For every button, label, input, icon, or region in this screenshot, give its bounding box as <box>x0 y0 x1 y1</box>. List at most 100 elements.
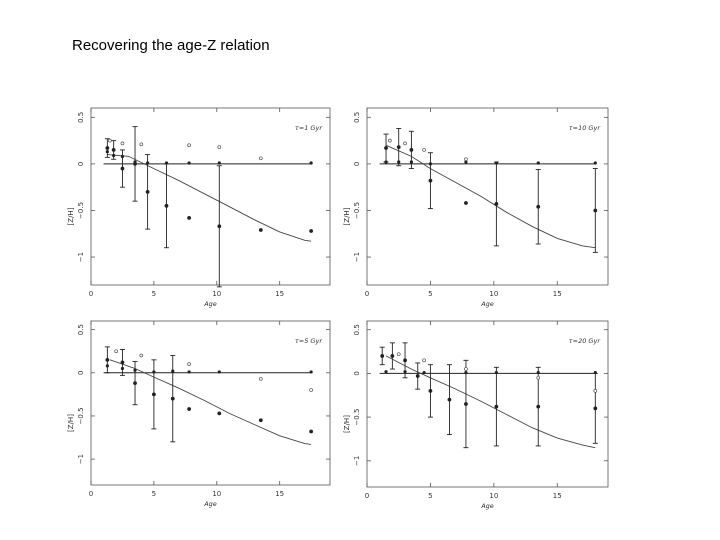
open-point <box>139 142 144 147</box>
recovered-point <box>447 397 452 402</box>
y-tick-label: −0.5 <box>77 407 85 424</box>
model-curve <box>109 359 312 445</box>
true-point <box>536 161 540 165</box>
model-curve <box>385 144 596 249</box>
open-point <box>403 141 407 146</box>
x-tick-label: 15 <box>553 290 562 298</box>
model-curve <box>385 355 596 449</box>
recovered-point <box>593 208 598 213</box>
recovered-point <box>428 178 433 183</box>
true-point <box>309 370 313 374</box>
true-point <box>187 161 191 165</box>
plot-frame <box>366 107 609 286</box>
chart-top-right: 0 5 10 15 0.5 0 −0.5 −1 Age [Z/H] τ=10 Gyr <box>343 107 609 308</box>
x-tick-label: 0 <box>89 290 93 298</box>
recovered-point <box>464 201 468 205</box>
x-tick-label: 15 <box>275 490 284 498</box>
y-tick-label: −1 <box>77 454 85 464</box>
chart-top-left: 0 5 10 15 0.5 0 −0.5 −1 Age [Z/H] τ=1 Gyr <box>67 107 331 308</box>
y-axis-label: [Z/H] <box>343 207 351 225</box>
open-point <box>593 389 598 393</box>
recovered-point <box>409 148 414 152</box>
true-point <box>309 161 313 165</box>
x-axis-label: Age <box>203 300 217 308</box>
open-point <box>422 358 426 363</box>
open-point <box>396 352 401 357</box>
open-point <box>309 388 313 392</box>
open-point <box>139 353 144 358</box>
y-tick-label: −0.5 <box>353 409 361 426</box>
x-tick-label: 15 <box>275 290 284 298</box>
x-tick-label: 15 <box>553 492 562 500</box>
tau-label: τ=20 Gyr <box>569 337 602 345</box>
recovered-point <box>384 146 388 150</box>
recovered-point <box>380 354 385 358</box>
open-point <box>464 157 468 162</box>
recovered-point <box>187 407 192 411</box>
open-point <box>120 141 125 146</box>
recovered-point <box>105 146 110 150</box>
recovered-point <box>396 145 401 150</box>
open-point <box>114 349 119 354</box>
recovered-point <box>403 358 407 363</box>
recovered-point <box>105 357 110 362</box>
y-tick-label: 0 <box>77 162 85 166</box>
y-axis-label: [Z/H] <box>343 415 351 433</box>
y-tick-label: 0 <box>77 371 85 375</box>
true-point <box>217 161 221 165</box>
x-tick-label: 0 <box>365 492 369 500</box>
x-tick-label: 5 <box>428 290 432 298</box>
recovered-point <box>133 381 137 386</box>
x-axis-label: Age <box>480 300 494 308</box>
recovered-point <box>111 148 116 152</box>
recovered-point <box>151 392 156 397</box>
y-tick-label: 0.5 <box>353 112 361 123</box>
y-tick-label: −0.5 <box>353 202 361 219</box>
y-tick-label: 0 <box>353 162 361 166</box>
recovered-point <box>217 411 222 416</box>
tau-label: τ=1 Gyr <box>295 124 323 132</box>
model-curve <box>107 154 312 242</box>
true-point <box>187 370 191 374</box>
true-point <box>464 160 468 164</box>
true-point <box>422 370 426 375</box>
open-point <box>464 367 468 371</box>
open-point <box>387 138 392 143</box>
recovered-point <box>494 202 499 206</box>
chart-bottom-left: 0 5 10 15 0.5 0 −0.5 −1 Age [Z/H] τ=5 Gyr <box>67 320 331 508</box>
recovered-point <box>258 228 263 232</box>
recovered-point <box>120 166 125 171</box>
true-point <box>384 370 388 374</box>
recovered-point <box>536 204 541 209</box>
true-point <box>217 370 221 374</box>
true-point <box>593 161 597 165</box>
recovered-point <box>120 360 125 365</box>
tau-label: τ=5 Gyr <box>295 337 323 345</box>
y-tick-label: 0.5 <box>77 112 85 123</box>
open-point <box>187 362 191 367</box>
x-tick-label: 10 <box>212 290 221 298</box>
x-tick-label: 0 <box>365 290 369 298</box>
x-axis-label: Age <box>203 500 217 508</box>
x-tick-label: 10 <box>489 492 498 500</box>
recovered-point <box>258 418 263 423</box>
tau-label: τ=10 Gyr <box>569 124 602 132</box>
x-tick-label: 5 <box>152 490 156 498</box>
recovered-point <box>593 406 598 411</box>
chart-bottom-right: 0 5 10 15 0.5 0 −0.5 −1 Age [Z/H] τ=20 Gyr <box>343 320 609 510</box>
y-tick-label: −0.5 <box>77 202 85 219</box>
x-axis-label: Age <box>480 502 494 510</box>
open-point <box>258 156 263 161</box>
x-tick-label: 5 <box>152 290 156 298</box>
x-tick-label: 5 <box>428 492 432 500</box>
y-tick-label: 0.5 <box>77 324 85 335</box>
recovered-point <box>536 404 541 409</box>
x-tick-label: 10 <box>489 290 498 298</box>
recovered-point <box>145 189 150 194</box>
open-point <box>422 148 426 152</box>
recovered-point <box>390 354 395 358</box>
y-axis-label: [Z/H] <box>67 207 75 225</box>
y-tick-label: −1 <box>77 252 85 262</box>
open-point <box>187 143 191 148</box>
open-point <box>108 138 112 143</box>
